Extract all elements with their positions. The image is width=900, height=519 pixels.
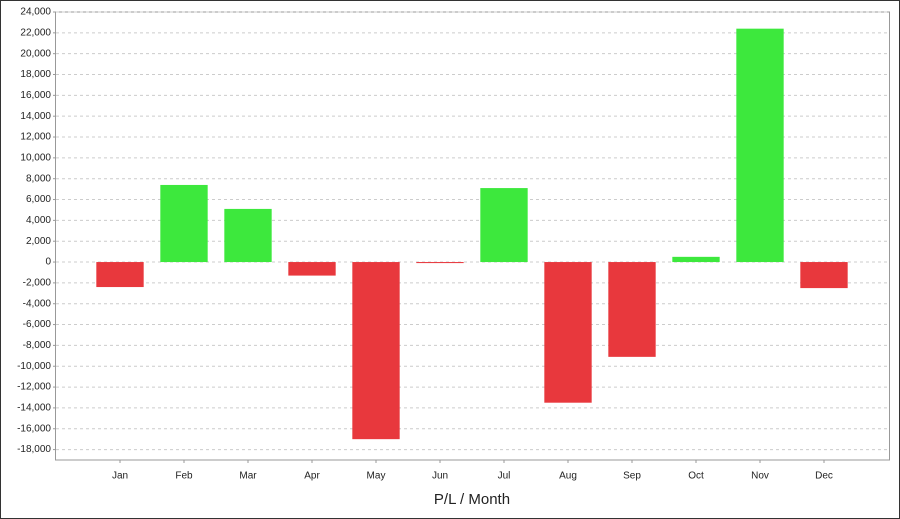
y-tick-label: 10,000 [20, 153, 51, 164]
x-tick-label: Apr [304, 471, 320, 482]
y-tick-label: 20,000 [20, 48, 51, 59]
bar [96, 262, 144, 288]
y-tick-label: -8,000 [23, 340, 52, 351]
bar [736, 28, 784, 263]
bar [416, 262, 464, 264]
y-tick-label: 18,000 [20, 69, 51, 80]
y-tick-label: 8,000 [26, 173, 51, 184]
x-tick-label: Dec [815, 471, 833, 482]
y-tick-label: -12,000 [17, 382, 51, 393]
y-tick-label: -14,000 [17, 403, 51, 414]
x-tick-label: Sep [623, 471, 641, 482]
bar [800, 262, 848, 289]
x-tick-label: Oct [688, 471, 704, 482]
y-tick-label: -6,000 [23, 319, 52, 330]
y-tick-label: -16,000 [17, 423, 51, 434]
x-tick-label: Nov [751, 471, 769, 482]
x-axis-label: P/L / Month [434, 491, 510, 508]
y-tick-label: -10,000 [17, 361, 51, 372]
y-tick-label: 24,000 [20, 7, 51, 18]
y-tick-label: -4,000 [23, 298, 52, 309]
bar [160, 184, 208, 263]
bar [480, 188, 528, 263]
x-tick-label: Aug [559, 471, 577, 482]
bar [608, 262, 656, 357]
bar [544, 262, 592, 403]
y-tick-label: 12,000 [20, 132, 51, 143]
y-tick-label: 16,000 [20, 90, 51, 101]
x-tick-label: Mar [239, 471, 257, 482]
x-tick-label: Jan [112, 471, 128, 482]
y-tick-label: 6,000 [26, 194, 51, 205]
y-tick-label: 0 [45, 257, 51, 268]
x-tick-label: Jul [498, 471, 511, 482]
x-tick-label: Feb [175, 471, 193, 482]
bar [672, 256, 720, 263]
y-tick-label: -2,000 [23, 278, 52, 289]
y-tick-label: -18,000 [17, 444, 51, 455]
y-tick-label: 2,000 [26, 236, 51, 247]
bar [288, 262, 336, 276]
bar [224, 208, 272, 263]
bar [352, 262, 400, 440]
y-tick-label: 14,000 [20, 111, 51, 122]
x-tick-label: May [367, 471, 386, 482]
x-tick-label: Jun [432, 471, 448, 482]
y-tick-label: 22,000 [20, 27, 51, 38]
y-tick-label: 4,000 [26, 215, 51, 226]
